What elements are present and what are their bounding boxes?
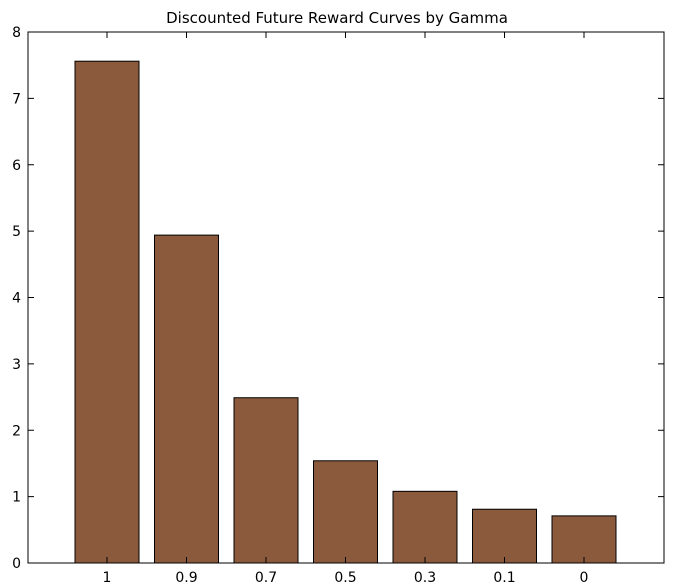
y-tick-label: 6 bbox=[12, 158, 21, 174]
y-tick-label: 5 bbox=[12, 224, 21, 240]
y-tick-label: 4 bbox=[12, 291, 21, 307]
y-tick-label: 7 bbox=[12, 91, 21, 107]
plot-frame bbox=[27, 31, 665, 564]
x-tick-label: 0.9 bbox=[175, 570, 197, 586]
x-tick-label: 0.3 bbox=[414, 570, 436, 586]
y-tick-label: 1 bbox=[12, 490, 21, 506]
y-tick-label: 3 bbox=[12, 357, 21, 373]
bars-group bbox=[74, 60, 617, 564]
bar-0.9 bbox=[154, 234, 219, 564]
y-axis: 0 1 2 3 4 5 6 7 8 bbox=[12, 25, 664, 572]
x-tick-label: 0.7 bbox=[255, 570, 277, 586]
x-axis: 1 0.9 0.7 0.5 0.3 0.1 0 bbox=[103, 32, 589, 586]
bar-0 bbox=[551, 515, 617, 564]
x-tick-label: 0.1 bbox=[493, 570, 515, 586]
x-tick-label: 0 bbox=[580, 570, 589, 586]
bar-0.3 bbox=[392, 490, 458, 564]
y-tick-label: 0 bbox=[12, 556, 21, 572]
bar-0.1 bbox=[472, 508, 537, 564]
bar-1 bbox=[74, 60, 140, 564]
y-tick-label: 2 bbox=[12, 423, 21, 439]
y-tick-label: 8 bbox=[12, 25, 21, 41]
x-tick-label: 0.5 bbox=[334, 570, 356, 586]
bar-0.5 bbox=[313, 460, 378, 564]
bar-0.7 bbox=[233, 397, 299, 564]
chart-title: Discounted Future Reward Curves by Gamma bbox=[166, 9, 508, 27]
x-tick-label: 1 bbox=[103, 570, 112, 586]
